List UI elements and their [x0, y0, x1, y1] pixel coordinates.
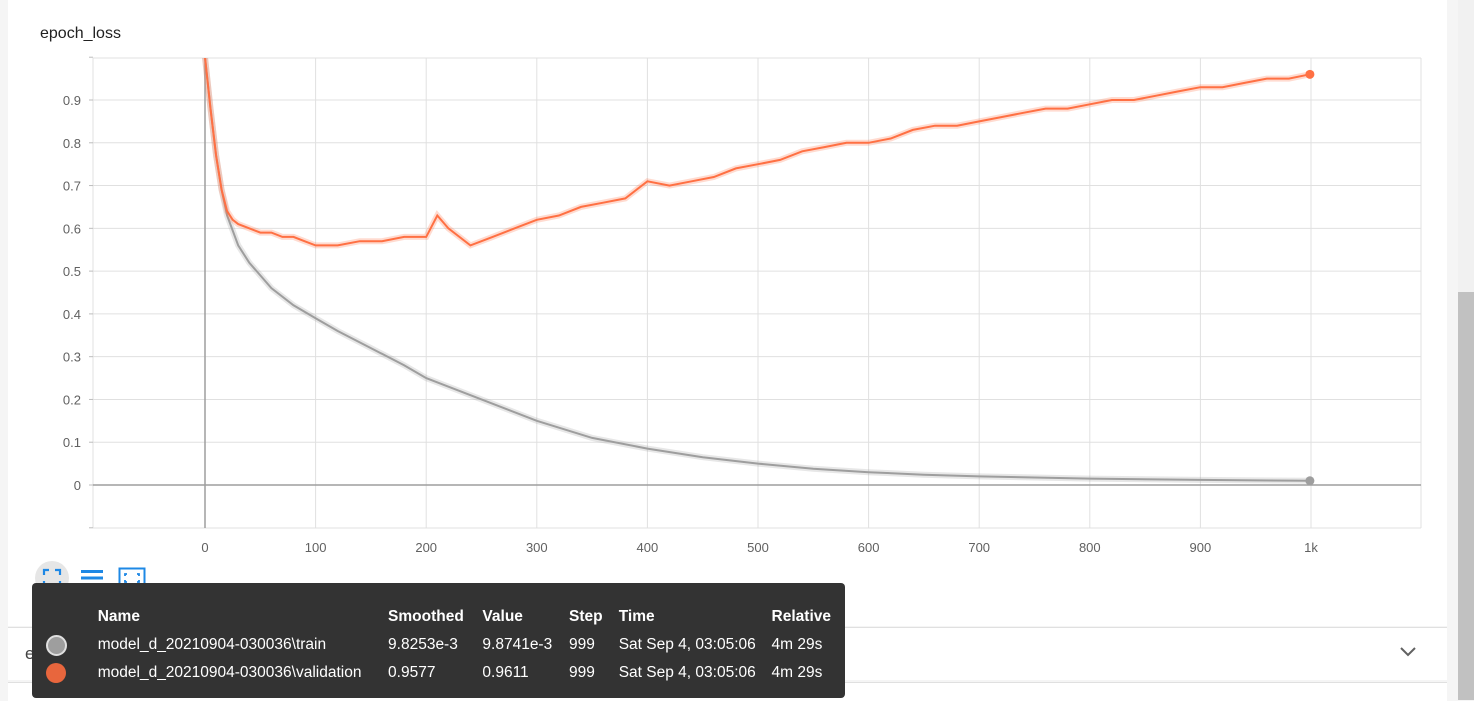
tooltip-step: 999: [569, 636, 595, 653]
y-tick-label: 0.1: [63, 435, 81, 450]
train-loss-line: [204, 58, 1310, 482]
x-tick-label: 700: [968, 540, 990, 555]
tooltip-header-value: Value: [482, 608, 523, 625]
chart-series: [202, 58, 1315, 486]
y-tick-label: 0.7: [63, 179, 81, 194]
tooltip-swatch-header: [46, 605, 98, 631]
chart-axes: 0 100 200 300 400 500 600 700 800 900 1k 0 0.1 0.2 0.3…: [63, 56, 1421, 555]
tooltip-step: 999: [569, 664, 595, 681]
tooltip-header-row: Name Smoothed Value Step Time Relative: [46, 605, 845, 631]
x-tick-label: 900: [1190, 540, 1212, 555]
x-tick-label: 500: [747, 540, 769, 555]
y-tick-label: 0.3: [63, 350, 81, 365]
tooltip-value: 0.9611: [482, 664, 529, 681]
y-tick-label: 0.8: [63, 136, 81, 151]
x-tick-label: 400: [637, 540, 659, 555]
tooltip-table: Name Smoothed Value Step Time Relative m…: [46, 605, 845, 687]
tooltip-smoothed: 9.8253e-3: [388, 636, 458, 653]
train-swatch: [46, 634, 67, 656]
series-raw-band: [202, 58, 1310, 484]
y-tick-label: 0.2: [63, 392, 81, 407]
chart-title: epoch_loss: [40, 25, 121, 42]
y-tick-label: 0.4: [63, 307, 81, 322]
train-last-point: [1305, 476, 1315, 486]
y-tick-label: 0.9: [63, 93, 81, 108]
x-tick-label: 600: [858, 540, 880, 555]
tooltip-header-relative: Relative: [771, 608, 831, 625]
validation-last-point: [1305, 69, 1315, 79]
y-tick-label: 0: [74, 478, 81, 493]
validation-loss-line: [204, 58, 1311, 247]
tooltip-name: model_d_20210904-030036\train: [97, 636, 327, 653]
x-tick-label: 300: [526, 540, 548, 555]
tooltip-header-smoothed: Smoothed: [388, 608, 464, 625]
x-tick-label: 800: [1079, 540, 1101, 555]
validation-swatch: [46, 663, 66, 683]
tooltip-row: model_d_20210904-030036\validation 0.957…: [46, 659, 845, 687]
page-scrollbar-thumb[interactable]: [1458, 292, 1474, 700]
tooltip-name: model_d_20210904-030036\validation: [97, 664, 362, 681]
tooltip-row: model_d_20210904-030036\train 9.8253e-3 …: [46, 631, 845, 659]
series-raw-band: [202, 58, 1311, 249]
tooltip-swatch-cell: [46, 659, 98, 687]
chart-card: epoch_loss: [8, 0, 1447, 626]
tooltip-relative: 4m 29s: [771, 664, 823, 681]
y-tick-label: 0.6: [63, 221, 81, 236]
chart-grid: [92, 57, 1422, 529]
tooltip-time: Sat Sep 4, 03:05:06: [618, 636, 756, 653]
tooltip-swatch-cell: [46, 631, 98, 659]
tooltip-value: 9.8741e-3: [482, 636, 553, 653]
chart-tooltip: Name Smoothed Value Step Time Relative m…: [32, 583, 845, 698]
chevron-down-icon[interactable]: [1399, 642, 1417, 663]
tooltip-header-step: Step: [569, 608, 603, 625]
tooltip-time: Sat Sep 4, 03:05:06: [618, 664, 756, 681]
fullscreen-icon: [42, 568, 62, 588]
x-tick-label: 200: [415, 540, 437, 555]
x-tick-label: 1k: [1304, 540, 1318, 555]
tooltip-header-name: Name: [97, 608, 140, 625]
tooltip-relative: 4m 29s: [771, 636, 823, 653]
x-tick-label: 100: [305, 540, 327, 555]
tooltip-smoothed: 0.9577: [388, 664, 436, 681]
x-tick-label: 0: [201, 540, 208, 555]
y-tick-label: 0.5: [63, 264, 81, 279]
tooltip-header-time: Time: [618, 608, 655, 625]
